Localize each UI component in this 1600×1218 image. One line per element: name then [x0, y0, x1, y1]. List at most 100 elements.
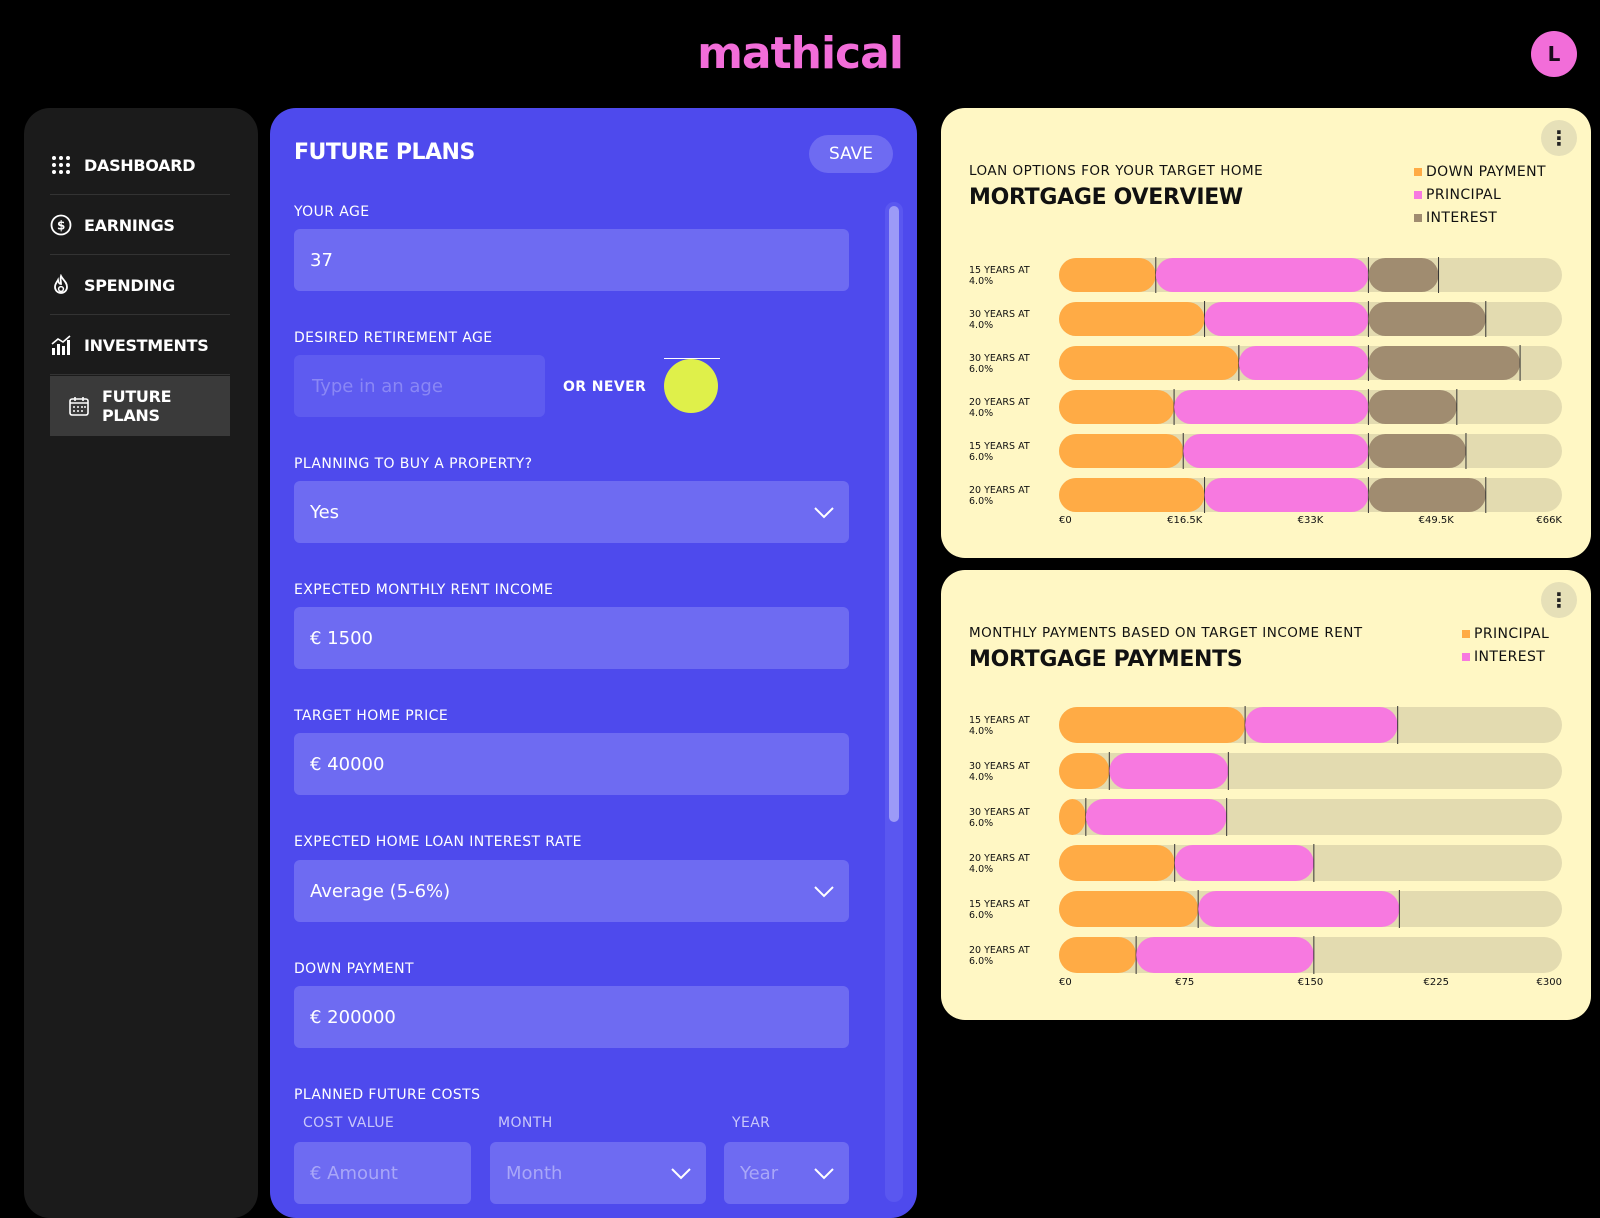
bar-segment: [1204, 302, 1369, 336]
sidebar-item-label: DASHBOARD: [84, 155, 196, 175]
tick-label: €0: [1059, 977, 1072, 988]
legend-item: DOWN PAYMENT: [1414, 160, 1546, 183]
legend-item: PRINCIPAL: [1414, 183, 1546, 206]
home-price-field[interactable]: € 40000: [294, 733, 849, 795]
tick-label: €150: [1298, 977, 1323, 988]
chart-title: MORTGAGE PAYMENTS: [969, 647, 1243, 672]
interest-rate-label: EXPECTED HOME LOAN INTEREST RATE: [294, 834, 582, 850]
year-select[interactable]: Year: [724, 1142, 849, 1204]
category-label: 4.0%: [969, 408, 993, 419]
bar-segment: [1368, 434, 1466, 468]
tick-label: €33K: [1298, 515, 1324, 526]
bar-segment: [1198, 891, 1400, 927]
or-never-label: OR NEVER: [563, 379, 647, 395]
divider: [664, 358, 720, 359]
bar-segment: [1059, 346, 1239, 380]
year-label: YEAR: [732, 1115, 771, 1131]
category-label: 15 YEARS AT: [969, 715, 1030, 726]
legend-label: PRINCIPAL: [1474, 625, 1550, 642]
save-button[interactable]: SAVE: [809, 135, 893, 173]
rent-income-field[interactable]: € 1500: [294, 607, 849, 669]
sidebar-item-label: SPENDING: [84, 275, 175, 295]
tick-label: €66K: [1536, 515, 1562, 526]
interest-rate-value: Average (5-6%): [310, 880, 451, 902]
retirement-age-label: DESIRED RETIREMENT AGE: [294, 330, 493, 346]
bar-segment: [1368, 346, 1521, 380]
interest-rate-select[interactable]: Average (5-6%): [294, 860, 849, 922]
category-label: 30 YEARS AT: [969, 807, 1030, 818]
home-price-label: TARGET HOME PRICE: [294, 708, 449, 724]
bar-segment: [1183, 434, 1369, 468]
grid-dots-icon: [50, 154, 72, 176]
sidebar-item-earnings[interactable]: $ EARNINGS: [50, 196, 230, 255]
flame-icon: [50, 274, 72, 296]
legend-label: INTEREST: [1426, 209, 1498, 226]
month-select[interactable]: Month: [490, 1142, 706, 1204]
year-placeholder: Year: [740, 1162, 779, 1184]
age-label: YOUR AGE: [294, 204, 370, 220]
sidebar-item-dashboard[interactable]: DASHBOARD: [50, 136, 230, 195]
bar-segment: [1059, 434, 1184, 468]
tick-label: €225: [1424, 977, 1449, 988]
mortgage-payments-chart: 15 YEARS AT4.0%30 YEARS AT4.0%30 YEARS A…: [969, 706, 1562, 988]
future-costs-label: PLANNED FUTURE COSTS: [294, 1087, 481, 1103]
category-label: 4.0%: [969, 772, 993, 783]
chart-title: MORTGAGE OVERVIEW: [969, 185, 1243, 210]
sidebar-item-future-plans[interactable]: FUTURE PLANS: [50, 376, 230, 436]
bar-segment: [1059, 799, 1086, 835]
tick-label: €75: [1175, 977, 1194, 988]
legend-swatch: [1414, 190, 1422, 199]
bar-segment: [1238, 346, 1369, 380]
tick-label: €16.5K: [1167, 515, 1203, 526]
bar-segment: [1174, 845, 1314, 881]
category-label: 4.0%: [969, 864, 993, 875]
avatar[interactable]: L: [1531, 31, 1577, 77]
sidebar: DASHBOARD $ EARNINGS SPENDING INVESTMENT…: [24, 108, 258, 1218]
bar-segment: [1059, 753, 1110, 789]
more-options-icon[interactable]: ⋮: [1541, 120, 1577, 156]
sidebar-item-investments[interactable]: INVESTMENTS: [50, 316, 230, 375]
bar-segment: [1368, 302, 1486, 336]
age-field[interactable]: 37: [294, 229, 849, 291]
category-label: 4.0%: [969, 276, 993, 287]
chevron-down-icon: [671, 1168, 691, 1180]
cost-amount-input[interactable]: € Amount: [294, 1142, 471, 1204]
down-payment-field[interactable]: € 200000: [294, 986, 849, 1048]
bar-segment: [1368, 258, 1439, 292]
property-select[interactable]: Yes: [294, 481, 849, 543]
scrollbar-thumb[interactable]: [889, 206, 899, 822]
bar-segment: [1059, 478, 1205, 512]
legend-swatch: [1462, 629, 1470, 638]
bar-segment: [1059, 390, 1175, 424]
chart-legend: PRINCIPAL INTEREST: [1462, 622, 1549, 668]
more-options-icon[interactable]: ⋮: [1541, 582, 1577, 618]
never-toggle[interactable]: [664, 359, 718, 413]
category-label: 30 YEARS AT: [969, 353, 1030, 364]
legend-swatch: [1414, 213, 1422, 222]
chart-subtitle: MONTHLY PAYMENTS BASED ON TARGET INCOME …: [969, 625, 1363, 641]
category-label: 15 YEARS AT: [969, 899, 1030, 910]
mortgage-payments-card: ⋮ MONTHLY PAYMENTS BASED ON TARGET INCOM…: [941, 570, 1591, 1020]
app-logo: mathical: [697, 28, 904, 79]
legend-item: PRINCIPAL: [1462, 622, 1549, 645]
category-label: 15 YEARS AT: [969, 441, 1030, 452]
legend-item: INTEREST: [1414, 206, 1546, 229]
tick-label: €0: [1059, 515, 1072, 526]
bar-segment: [1085, 799, 1227, 835]
retirement-age-input[interactable]: Type in an age: [294, 355, 545, 417]
bar-segment: [1059, 258, 1156, 292]
bar-segment: [1059, 891, 1199, 927]
mortgage-overview-card: ⋮ LOAN OPTIONS FOR YOUR TARGET HOME MORT…: [941, 108, 1591, 558]
sidebar-item-label: EARNINGS: [84, 215, 175, 235]
legend-label: DOWN PAYMENT: [1426, 163, 1546, 180]
bar-segment: [1136, 937, 1314, 973]
category-label: 20 YEARS AT: [969, 397, 1030, 408]
chevron-down-icon: [814, 1168, 834, 1180]
bar-segment: [1204, 478, 1369, 512]
bar-chart-icon: [50, 334, 72, 356]
cost-value-label: COST VALUE: [303, 1115, 395, 1131]
category-label: 30 YEARS AT: [969, 309, 1030, 320]
sidebar-item-spending[interactable]: SPENDING: [50, 256, 230, 315]
bar-segment: [1368, 390, 1457, 424]
sidebar-item-label: FUTURE PLANS: [102, 387, 172, 425]
